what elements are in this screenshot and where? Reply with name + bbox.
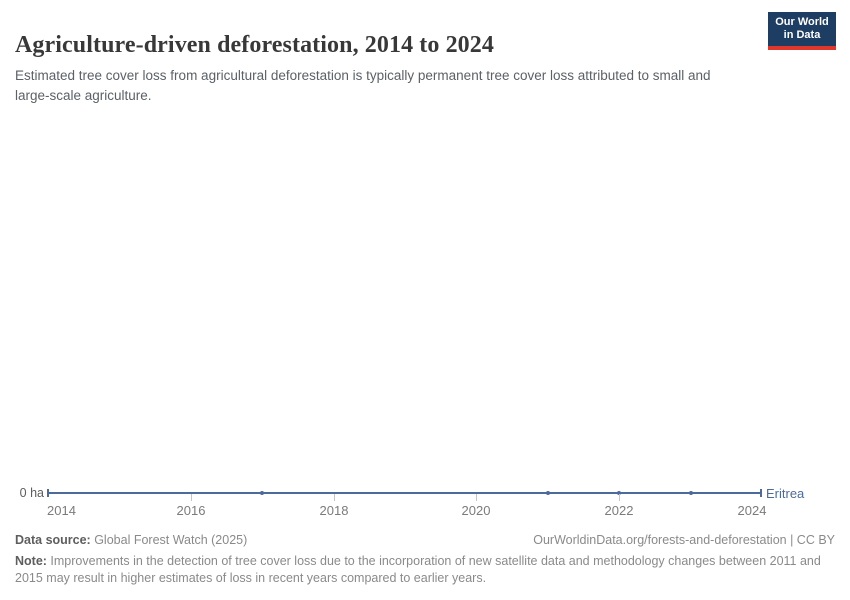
chart-subtitle: Estimated tree cover loss from agricultu… — [15, 67, 711, 103]
x-axis-tick-2016 — [191, 494, 192, 501]
x-axis-label-2018: 2018 — [319, 503, 349, 518]
page-title: Agriculture-driven deforestation, 2014 t… — [15, 32, 494, 59]
line-end-cap — [760, 489, 762, 497]
owid-logo-line2: in Data — [783, 29, 821, 41]
note-label: Note: — [15, 554, 47, 568]
x-axis-label-2014: 2014 — [47, 503, 76, 518]
x-axis-label-2024: 2024 — [737, 503, 767, 518]
owid-logo[interactable]: Our World in Data — [768, 12, 836, 50]
data-point-marker-2017 — [260, 491, 264, 495]
line-start-cap — [47, 489, 49, 497]
x-axis-tick-2022 — [619, 494, 620, 501]
x-axis-tick-2020 — [476, 494, 477, 501]
series-line-eritrea — [48, 492, 762, 494]
x-axis-label-2022: 2022 — [604, 503, 634, 518]
data-point-marker-2023 — [689, 491, 693, 495]
chart-note: Note: Improvements in the detection of t… — [15, 553, 835, 587]
data-source-value: Global Forest Watch (2025) — [90, 533, 248, 547]
citation-link[interactable]: OurWorldinData.org/forests-and-deforesta… — [533, 533, 835, 547]
note-text: Improvements in the detection of tree co… — [15, 554, 821, 585]
data-point-marker-2022 — [617, 491, 621, 495]
entity-label-eritrea[interactable]: Eritrea — [766, 486, 805, 501]
x-axis-tick-2018 — [334, 494, 335, 501]
owid-logo-line1: Our World — [775, 16, 829, 28]
data-point-marker-2021 — [546, 491, 550, 495]
data-source-label: Data source: — [15, 533, 91, 547]
x-axis-label-2020: 2020 — [461, 503, 491, 518]
data-source-row: Data source: Global Forest Watch (2025) — [15, 532, 835, 548]
x-axis-label-2016: 2016 — [176, 503, 206, 518]
y-axis-tick-label: 0 ha — [19, 486, 44, 500]
